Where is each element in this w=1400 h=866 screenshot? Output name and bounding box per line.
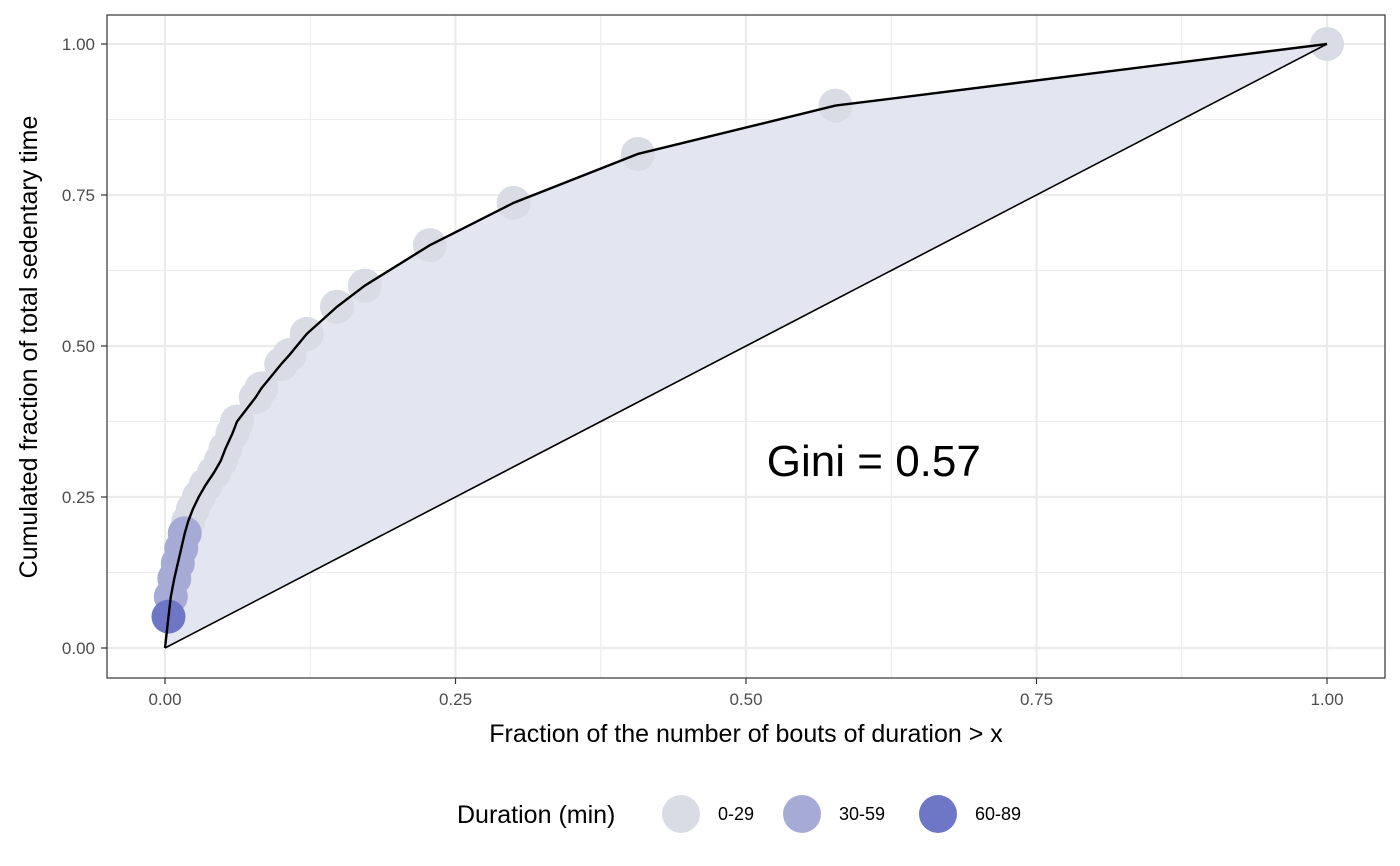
- legend: Duration (min) 0-29 30-59 60-89: [457, 795, 1021, 833]
- y-tick-label: 1.00: [62, 35, 95, 54]
- legend-key: [783, 795, 821, 833]
- equality-line: [164, 43, 1328, 649]
- legend-label: 60-89: [975, 804, 1021, 824]
- legend-key: [662, 795, 700, 833]
- y-axis-title: Cumulated fraction of total sedentary ti…: [15, 116, 43, 579]
- gini-annotation: Gini = 0.57: [767, 437, 981, 486]
- y-tick-label: 0.50: [62, 337, 95, 356]
- y-tick-label: 0.25: [62, 488, 95, 507]
- x-tick-label: 0.25: [439, 690, 472, 709]
- legend-label: 30-59: [839, 804, 885, 824]
- x-axis-title: Fraction of the number of bouts of durat…: [489, 720, 1003, 748]
- y-tick-label: 0.00: [62, 639, 95, 658]
- legend-title: Duration (min): [457, 801, 615, 829]
- legend-key: [919, 795, 957, 833]
- x-tick-label: 0.50: [729, 690, 762, 709]
- x-tick-label: 1.00: [1310, 690, 1343, 709]
- x-tick-label: 0.00: [148, 690, 181, 709]
- lorenz-curve: [163, 42, 1328, 649]
- axis-ticks: 0.00 0.25 0.50 0.75 1.00 0.00 0.25 0.50 0.75 1.00: [62, 35, 1344, 709]
- y-tick-label: 0.75: [62, 186, 95, 205]
- legend-label: 0-29: [718, 804, 754, 824]
- x-tick-label: 0.75: [1020, 690, 1053, 709]
